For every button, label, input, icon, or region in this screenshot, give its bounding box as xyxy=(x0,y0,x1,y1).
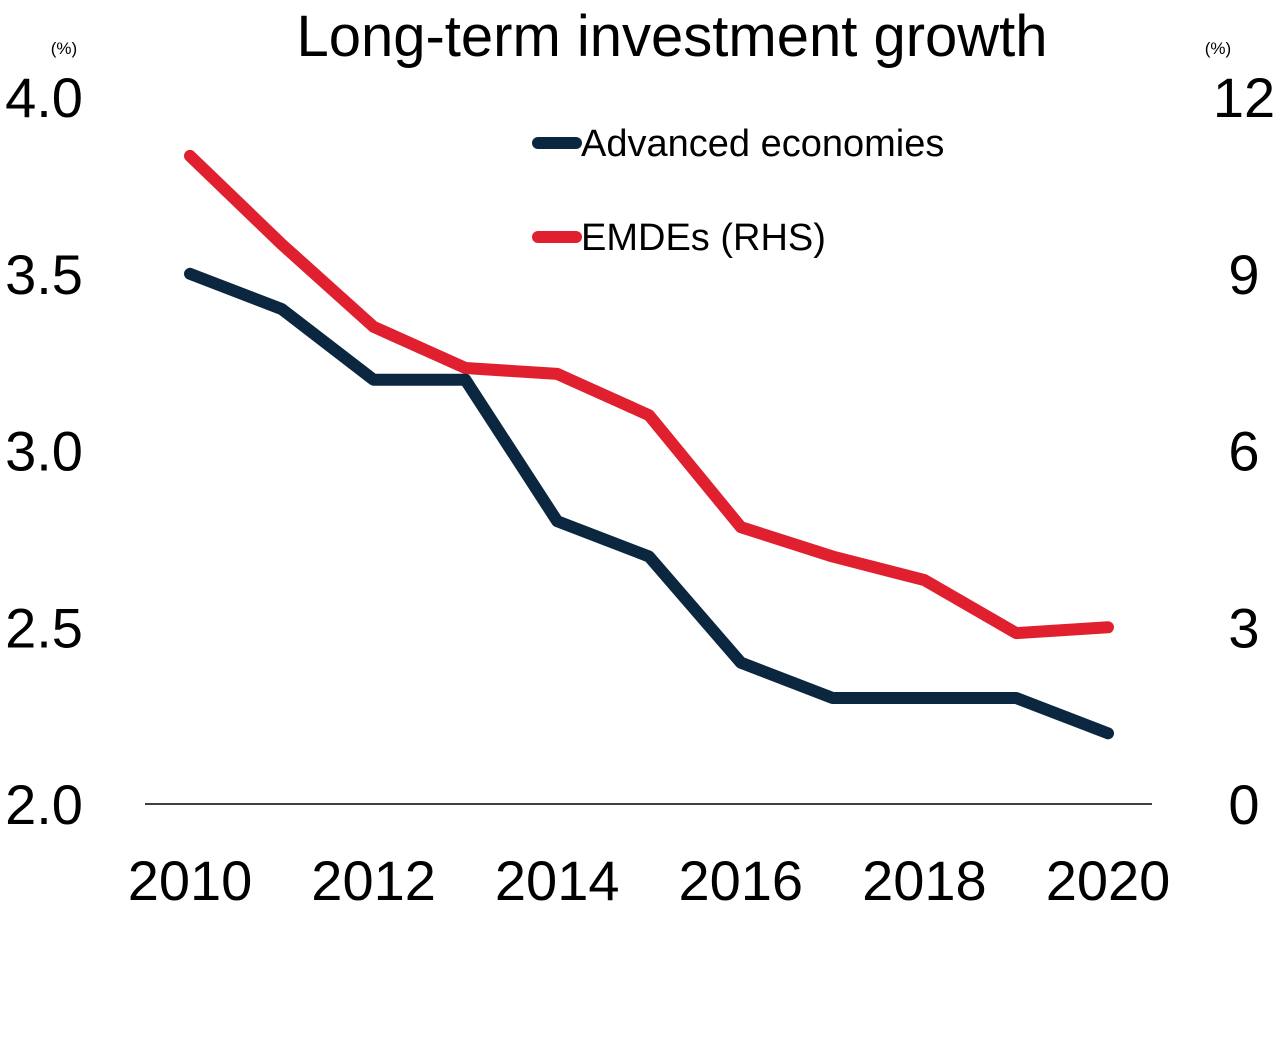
y-right-tick-label: 6 xyxy=(1228,420,1259,483)
legend: Advanced economies EMDEs (RHS) xyxy=(532,123,944,259)
x-tick-label: 2014 xyxy=(495,849,620,912)
series-line-advanced-economies xyxy=(184,267,1114,740)
y-left-tick-label: 3.0 xyxy=(5,420,83,483)
y-left-tick-labels: 2.0 2.5 3.0 3.5 4.0 xyxy=(5,66,83,836)
chart-title: Long-term investment growth xyxy=(296,4,1047,69)
series-lines xyxy=(184,149,1114,740)
y-right-tick-label: 12 xyxy=(1213,66,1275,129)
y-left-unit: (%) xyxy=(51,39,77,58)
y-right-unit: (%) xyxy=(1205,39,1231,58)
y-right-tick-labels: 0 3 6 9 12 xyxy=(1213,66,1275,836)
x-tick-label: 2018 xyxy=(862,849,987,912)
x-tick-label: 2010 xyxy=(128,849,253,912)
x-tick-label: 2016 xyxy=(679,849,804,912)
y-left-tick-label: 3.5 xyxy=(5,243,83,306)
y-right-tick-label: 9 xyxy=(1228,243,1259,306)
y-left-tick-label: 2.0 xyxy=(5,773,83,836)
y-right-tick-label: 3 xyxy=(1228,596,1259,659)
x-tick-labels: 2010 2012 2014 2016 2018 2020 xyxy=(128,849,1171,912)
y-right-tick-label: 0 xyxy=(1228,773,1259,836)
y-left-tick-label: 2.5 xyxy=(5,596,83,659)
y-left-tick-label: 4.0 xyxy=(5,66,83,129)
x-tick-label: 2020 xyxy=(1046,849,1171,912)
series-line-emdes-rhs xyxy=(184,149,1114,640)
legend-label: EMDEs (RHS) xyxy=(581,217,826,259)
x-tick-label: 2012 xyxy=(311,849,436,912)
legend-label: Advanced economies xyxy=(581,123,944,165)
